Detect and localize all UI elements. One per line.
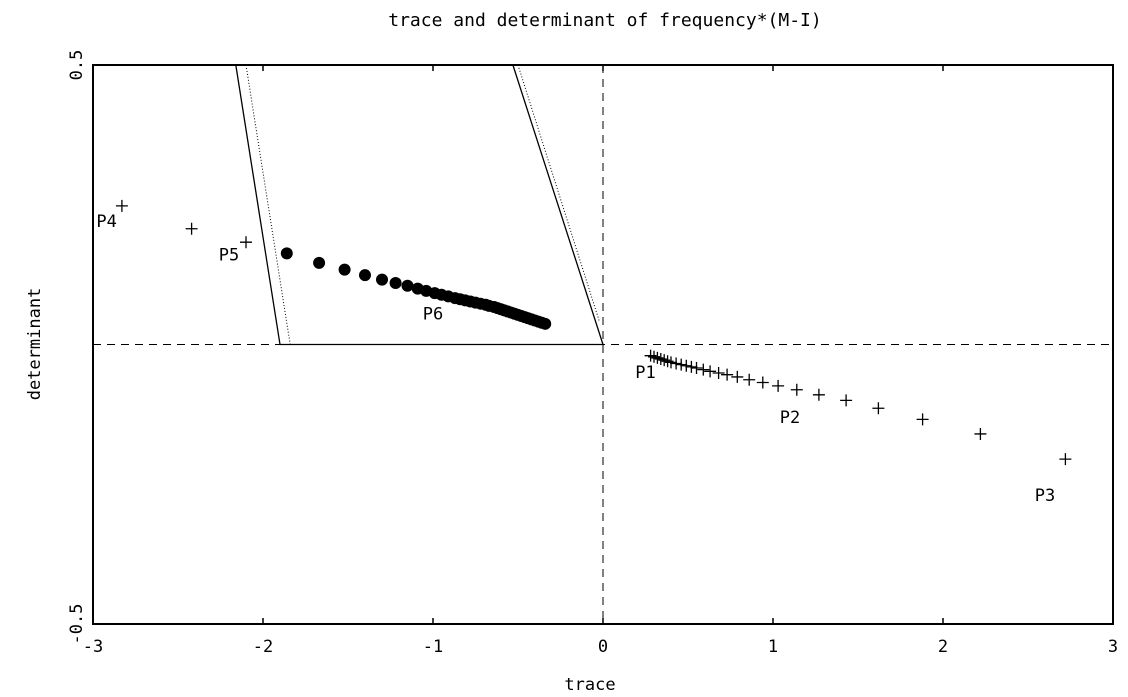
x-tick-label: 2 — [938, 637, 948, 657]
stability-boundary — [235, 64, 604, 346]
plot-area: -3 -2 -1 0 1 2 3 -0.5 0.5 P1 P2 P3 P4 P5 P6 — [67, 50, 1118, 657]
x-tick-label: 3 — [1108, 637, 1118, 657]
plus-marker — [661, 355, 674, 368]
plus-marker — [115, 199, 128, 212]
x-tick-label: -3 — [83, 637, 103, 657]
plus-marker — [840, 394, 853, 407]
chart-title: trace and determinant of frequency*(M-I) — [388, 10, 821, 31]
plus-marker — [185, 222, 198, 235]
plus-marker — [772, 379, 785, 392]
plus-marker — [704, 365, 717, 378]
plus-marker — [974, 427, 987, 440]
plus-marker — [916, 413, 929, 426]
plus-marker — [680, 359, 693, 372]
circle-marker — [359, 269, 371, 282]
circle-marker — [389, 277, 402, 290]
plus-marker — [690, 361, 703, 374]
y-tick-label: 0.5 — [67, 50, 87, 81]
circle-marker — [313, 256, 326, 269]
point-annotation: P5 — [219, 246, 239, 266]
circle-marker — [338, 263, 351, 276]
point-annotation: P1 — [635, 363, 655, 383]
circle-marker — [401, 279, 414, 292]
point-annotation: P4 — [96, 212, 116, 232]
circle-marker — [376, 273, 388, 286]
point-annotation: P2 — [780, 408, 800, 428]
point-annotation: P3 — [1035, 486, 1055, 506]
x-tick-label: 1 — [768, 637, 778, 657]
plus-marker — [697, 363, 710, 376]
x-tick-label: -2 — [253, 637, 273, 657]
plus-marker — [812, 388, 825, 401]
circle-marker — [539, 317, 552, 330]
plus-marker — [644, 349, 657, 362]
y-tick-label: -0.5 — [67, 604, 87, 645]
circle-marker — [280, 247, 293, 260]
point-annotation: P6 — [423, 304, 443, 324]
plus-marker — [670, 357, 683, 370]
plus-marker — [658, 354, 671, 367]
plus-marker — [756, 376, 769, 389]
plus-marker — [654, 353, 667, 366]
plus-marker — [685, 360, 698, 373]
x-axis-label: trace — [564, 675, 615, 695]
plus-marker — [1059, 453, 1072, 466]
plus-marker — [665, 356, 677, 369]
plus-marker — [675, 358, 688, 371]
y-axis-label: determinant — [25, 288, 45, 401]
plus-marker — [721, 368, 734, 381]
stability-boundary-dotted — [245, 64, 291, 345]
plus-marker — [790, 383, 803, 396]
plus-marker — [712, 367, 725, 380]
plus-marker — [731, 370, 744, 383]
x-tick-label: 0 — [598, 637, 608, 657]
plus-marker — [743, 373, 756, 386]
plus-marker — [872, 402, 885, 415]
x-tick-label: -1 — [423, 637, 443, 657]
stability-boundary-dotted — [517, 64, 601, 323]
plus-marker — [240, 236, 252, 249]
plus-marker — [648, 350, 660, 363]
